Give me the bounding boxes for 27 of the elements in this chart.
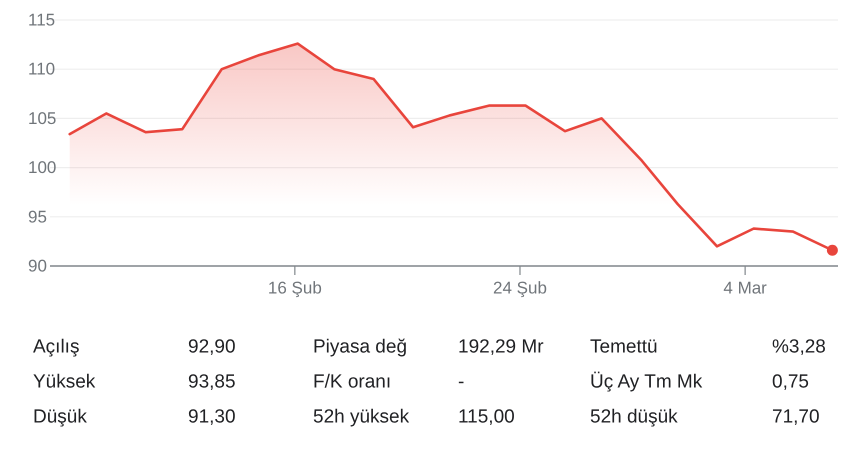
category-label: Düşük [33, 406, 88, 428]
x-tick-label: 16 Şub [268, 278, 322, 298]
text: 71,70 [772, 406, 820, 428]
text: 115,00 [458, 406, 515, 428]
text: 192,29 Mr [458, 336, 544, 358]
y-tick-label: 105 [28, 108, 56, 128]
y-tick-label: 90 [28, 256, 47, 276]
category-label: Piyasa değ [313, 336, 408, 358]
y-tick-label: 110 [28, 60, 56, 79]
x-tick-label: 4 Mar [723, 278, 768, 298]
category-label: Açılış [33, 336, 80, 358]
text: 92,90 [188, 336, 236, 358]
category-label: F/K oranı [313, 372, 392, 392]
category-label: Üç Ay Tm Mk [590, 372, 703, 392]
text: 0,75 [772, 372, 809, 392]
category-label: 52h yüksek [313, 406, 410, 428]
x-tick-label: 24 Şub [493, 278, 547, 298]
text: %3,28 [772, 336, 826, 358]
category-label: 52h düşük [590, 406, 678, 428]
text: 91,30 [188, 406, 236, 428]
y-tick-label: 100 [28, 158, 56, 178]
category-label: Temettü [590, 336, 658, 358]
y-tick-label: 115 [28, 10, 56, 30]
y-tick-label: 95 [28, 207, 47, 226]
text: - [458, 372, 464, 392]
text: 93,85 [188, 372, 236, 392]
category-label: Yüksek [33, 372, 96, 392]
